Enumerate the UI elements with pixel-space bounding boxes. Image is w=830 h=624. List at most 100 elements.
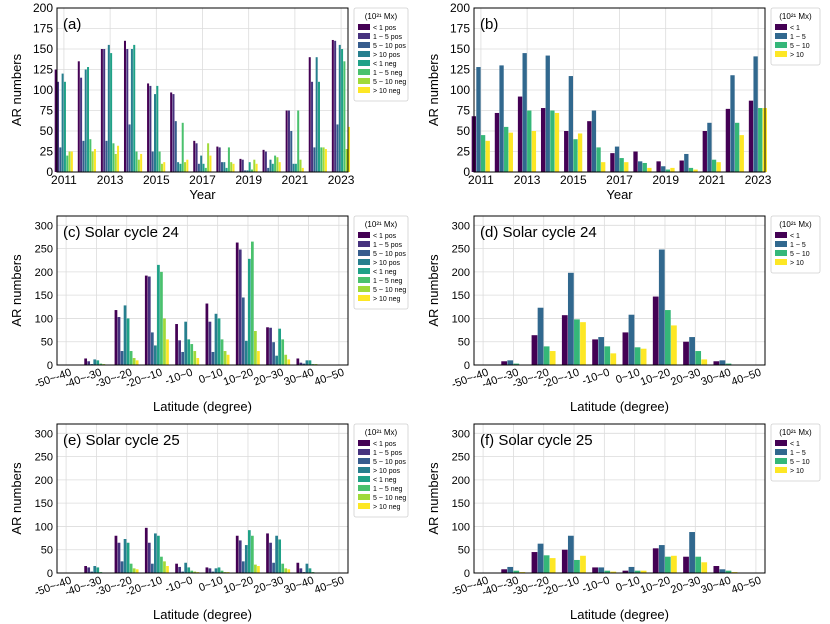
bar (235, 535, 239, 573)
bar (179, 163, 182, 172)
bar (336, 124, 339, 172)
bar (308, 57, 311, 173)
bar (84, 358, 88, 365)
legend-frame (353, 7, 409, 102)
legend-entry: > 10 pos (373, 52, 401, 59)
bar (658, 249, 665, 365)
bar (688, 167, 694, 172)
chart-panel-4: 050100150200250300-50~-40-40~-30-30~-20-… (426, 215, 821, 414)
bar (126, 49, 129, 172)
bar (753, 56, 758, 172)
bar (287, 110, 290, 172)
bar (640, 570, 647, 573)
bar (128, 124, 131, 172)
bar (246, 170, 249, 172)
legend-entry: < 1 neg (373, 269, 397, 276)
bar (235, 242, 239, 365)
bar (665, 169, 671, 172)
legend-entry: 5 ~ 10 (790, 43, 810, 50)
chart-panel-2: 0 25 50 75 100 125 150 175 200 2011 2013 2015 2017 20… (426, 1, 821, 202)
bar (343, 61, 346, 172)
legend: (10²¹ Mx) < 1 1 ~ 5 5 ~ 10 > 10 (770, 7, 821, 66)
bar (241, 159, 244, 172)
legend-entry: 1 ~ 5 (790, 34, 806, 41)
bar (248, 162, 251, 172)
bar (70, 151, 73, 172)
bar (713, 566, 720, 573)
bar (207, 143, 210, 172)
legend-swatch (358, 476, 370, 482)
bar (513, 570, 520, 573)
y-tick-label: 25 (457, 145, 471, 159)
legend-entry: > 10 (790, 468, 804, 475)
bar (561, 549, 568, 573)
x-tick-label: 40~50 (313, 367, 346, 389)
bar (522, 53, 527, 172)
y-tick-label: 100 (452, 521, 470, 533)
bar (610, 153, 615, 172)
bar (301, 167, 304, 172)
bar (598, 337, 605, 365)
bar (634, 570, 641, 573)
x-tick-label: 20~30 (669, 367, 702, 389)
bar (247, 258, 251, 365)
bar (543, 555, 550, 573)
x-tick-label: 2013 (514, 173, 541, 187)
bar (253, 159, 256, 172)
y-tick-label: 0 (464, 568, 470, 580)
bar (574, 559, 580, 573)
x-tick-label: 2021 (282, 173, 309, 187)
legend-entry: 1 ~ 5 (790, 242, 806, 249)
legend-title: (10²¹ Mx) (779, 428, 812, 437)
y-tick-label: 150 (452, 290, 470, 302)
bar (218, 147, 221, 172)
bar (254, 331, 257, 365)
bar (513, 363, 520, 365)
x-tick-label: 0~10 (197, 367, 224, 387)
bar (217, 318, 221, 365)
bar (739, 135, 744, 172)
bar (174, 121, 177, 172)
bar (160, 163, 163, 172)
bar (567, 535, 574, 573)
bar (114, 153, 117, 172)
legend-entry: 1 ~ 5 neg (373, 486, 402, 493)
bar (508, 132, 513, 172)
y-tick-label: 150 (450, 42, 470, 56)
bar (334, 40, 337, 172)
y-tick-label: 150 (452, 498, 470, 510)
bar (100, 49, 103, 172)
bar (507, 566, 514, 573)
bar (554, 112, 560, 172)
legend-entry: < 1 (790, 441, 800, 448)
legend-title: (10²¹ Mx) (365, 12, 398, 21)
legend-swatch (358, 503, 370, 509)
legend-entry: 1 ~ 5 neg (373, 278, 402, 285)
legend-entry: < 1 (790, 233, 800, 240)
chart-panel-5: 050100150200250300-50~-40-40~-30-30~-20-… (9, 423, 409, 622)
legend-swatch (775, 250, 787, 256)
bar (216, 146, 219, 172)
bar (642, 162, 647, 172)
y-tick-label: 200 (35, 267, 53, 279)
bar (157, 264, 160, 365)
legend-swatch (775, 24, 787, 30)
bar (671, 555, 677, 573)
bar (151, 151, 154, 172)
y-tick-label: 300 (35, 220, 53, 232)
bar (580, 322, 586, 365)
bar (251, 535, 254, 573)
x-tick-label: 2023 (745, 173, 772, 187)
bar (504, 126, 509, 172)
x-tick-label: 0~10 (614, 575, 641, 595)
bar (144, 275, 148, 365)
bar (264, 151, 267, 172)
y-tick-label: 0 (46, 165, 53, 179)
bar (652, 296, 659, 365)
legend-swatch (358, 33, 370, 39)
legend-entry: 5 ~ 10 pos (373, 251, 406, 258)
bar (577, 133, 583, 172)
legend: (10²¹ Mx) < 1 1 ~ 5 5 ~ 10 > 10 (770, 215, 821, 274)
bar (230, 162, 233, 172)
legend-frame (770, 423, 821, 482)
